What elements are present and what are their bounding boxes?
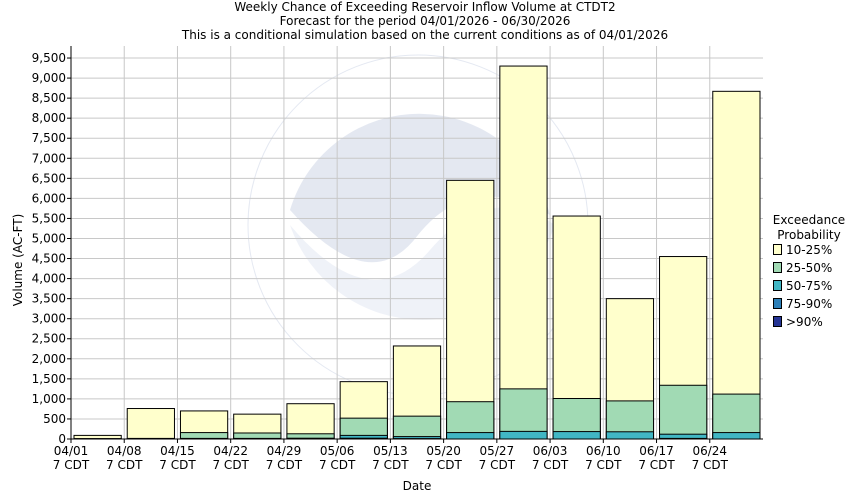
y-tick-label: 6,000 <box>32 191 66 205</box>
x-tick-label: 04/15 <box>160 444 195 458</box>
axes: 0 500 1,000 1,500 2,000 2,500 3,000 3,500 4,000 4… <box>32 46 763 472</box>
bar-10-25-05-20 <box>446 179 495 440</box>
legend-item: 10-25% <box>773 243 832 257</box>
x-axis-label: Date <box>403 479 432 493</box>
legend-item: >90% <box>773 315 823 329</box>
legend-label: >90% <box>786 315 823 329</box>
y-tick-label: 1,000 <box>32 392 66 406</box>
bar-25-50-06-17 <box>659 384 708 440</box>
y-tick-label: 9,000 <box>32 71 66 85</box>
x-tick-sublabel: 7 CDT <box>692 458 729 472</box>
x-tick-label: 06/03 <box>533 444 568 458</box>
y-axis-label: Volume (AC-FT) <box>11 214 25 307</box>
y-tick-label: 3,000 <box>32 312 66 326</box>
bar-25-50-05-13 <box>392 415 442 440</box>
y-tick-label: 8,500 <box>32 91 66 105</box>
x-tick-sublabel: 7 CDT <box>638 458 675 472</box>
legend-item: 25-50% <box>773 261 832 275</box>
bar-50-75-05-27 <box>499 430 548 440</box>
y-tick-label: 2,500 <box>32 332 66 346</box>
bar-10-25-05-27 <box>499 65 548 440</box>
x-tick-sublabel: 7 CDT <box>266 458 303 472</box>
chart-subtitle: Forecast for the period 04/01/2026 - 06/… <box>279 14 571 28</box>
x-tick-sublabel: 7 CDT <box>319 458 356 472</box>
bar-10-25-04-08 <box>126 408 175 440</box>
x-tick-label: 04/08 <box>107 444 142 458</box>
legend-label: 75-90% <box>786 297 833 311</box>
y-tick-label: 7,500 <box>32 131 66 145</box>
legend-title: Exceedance Probability <box>768 213 850 243</box>
chart-title: Weekly Chance of Exceeding Reservoir Inf… <box>234 0 616 14</box>
legend-label: 25-50% <box>786 261 833 275</box>
bar-50-75-06-03 <box>552 431 601 440</box>
bar-10-25-04-29 <box>286 403 335 440</box>
legend-title-line2: Probability <box>777 228 841 242</box>
bar-50-75-05-20 <box>446 432 495 440</box>
y-tick-label: 9,500 <box>32 51 66 65</box>
y-tick-label: 1,500 <box>32 372 66 386</box>
y-tick-label: 0 <box>58 432 66 446</box>
legend-swatch <box>773 316 782 327</box>
legend-label: 10-25% <box>786 243 833 257</box>
y-tick-label: 2,000 <box>32 352 66 366</box>
y-tick-label: 3,500 <box>32 292 66 306</box>
x-tick-label: 04/01 <box>54 444 89 458</box>
x-tick-sublabel: 7 CDT <box>479 458 516 472</box>
x-tick-sublabel: 7 CDT <box>425 458 462 472</box>
legend-item: 75-90% <box>773 297 832 311</box>
x-tick-label: 06/24 <box>692 444 727 458</box>
legend-title-line1: Exceedance <box>772 213 846 227</box>
x-tick-label: 05/06 <box>320 444 355 458</box>
x-tick-label: 05/27 <box>480 444 515 458</box>
x-tick-sublabel: 7 CDT <box>53 458 90 472</box>
x-tick-sublabel: 7 CDT <box>372 458 409 472</box>
legend-swatch <box>773 280 782 291</box>
chart-subtitle-conditions: This is a conditional simulation based o… <box>181 28 669 42</box>
bar-50-75-06-10 <box>605 431 655 440</box>
legend-label: 50-75% <box>786 279 833 293</box>
bar-50-75-06-24 <box>712 432 761 440</box>
x-tick-label: 04/22 <box>213 444 248 458</box>
y-tick-label: 500 <box>43 412 66 426</box>
x-tick-sublabel: 7 CDT <box>106 458 143 472</box>
legend-item: 50-75% <box>773 279 832 293</box>
bar-25-50-05-27 <box>499 388 548 440</box>
y-tick-label: 6,500 <box>32 171 66 185</box>
x-tick-sublabel: 7 CDT <box>532 458 569 472</box>
x-tick-sublabel: 7 CDT <box>585 458 622 472</box>
legend-swatch <box>773 262 782 273</box>
legend-swatch <box>773 244 782 255</box>
y-tick-label: 4,500 <box>32 252 66 266</box>
x-tick-sublabel: 7 CDT <box>212 458 249 472</box>
x-tick-label: 04/29 <box>267 444 302 458</box>
x-tick-sublabel: 7 CDT <box>159 458 196 472</box>
x-tick-label: 05/20 <box>426 444 461 458</box>
y-tick-label: 5,500 <box>32 211 66 225</box>
y-tick-label: 7,000 <box>32 151 66 165</box>
y-tick-label: 4,000 <box>32 272 66 286</box>
x-tick-label: 06/17 <box>639 444 674 458</box>
x-tick-label: 05/13 <box>373 444 408 458</box>
x-tick-label: 06/10 <box>586 444 621 458</box>
bar-10-25-06-24 <box>712 90 761 440</box>
legend-swatch <box>773 298 782 309</box>
y-tick-label: 5,000 <box>32 231 66 245</box>
y-tick-label: 8,000 <box>32 111 66 125</box>
bars <box>73 65 761 440</box>
